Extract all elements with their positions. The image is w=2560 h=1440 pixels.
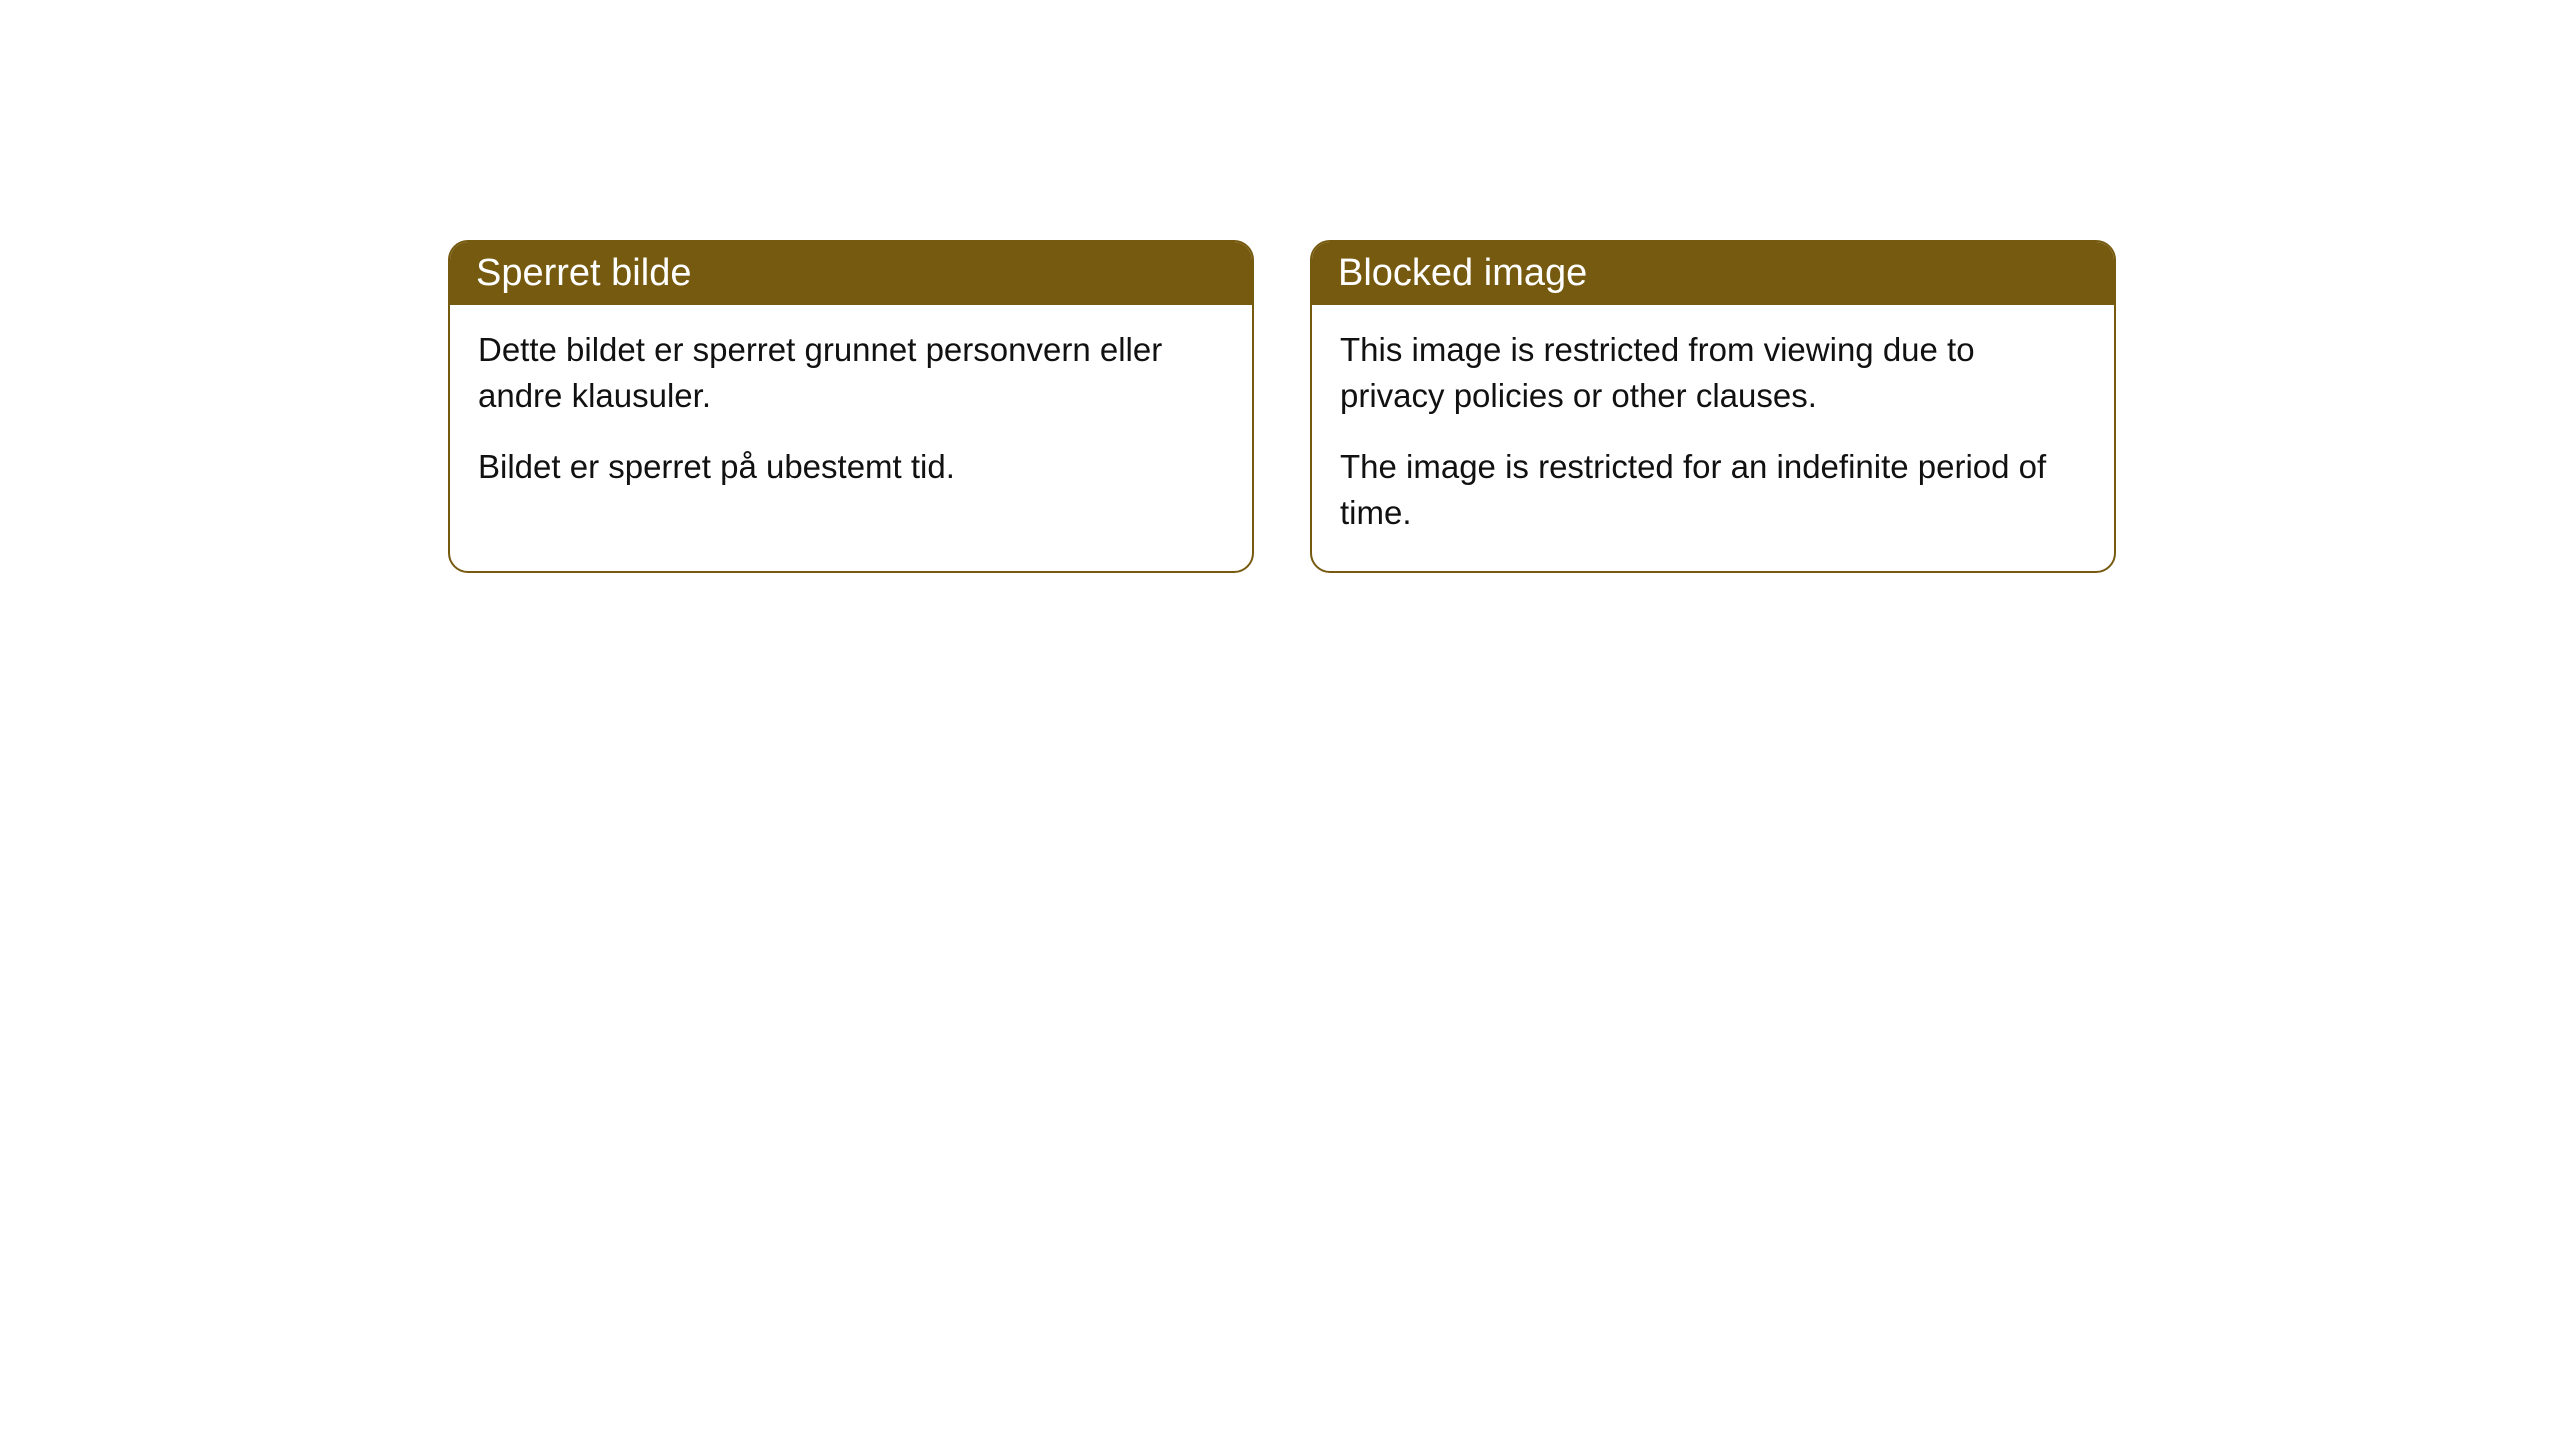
card-header: Sperret bilde (450, 242, 1252, 305)
card-body: This image is restricted from viewing du… (1312, 305, 2114, 571)
card-paragraph: Dette bildet er sperret grunnet personve… (478, 327, 1224, 418)
card-paragraph: The image is restricted for an indefinit… (1340, 444, 2086, 535)
card-body: Dette bildet er sperret grunnet personve… (450, 305, 1252, 526)
notice-card-norwegian: Sperret bilde Dette bildet er sperret gr… (448, 240, 1254, 573)
card-header: Blocked image (1312, 242, 2114, 305)
notice-card-english: Blocked image This image is restricted f… (1310, 240, 2116, 573)
card-paragraph: This image is restricted from viewing du… (1340, 327, 2086, 418)
notice-cards-container: Sperret bilde Dette bildet er sperret gr… (448, 240, 2116, 573)
card-paragraph: Bildet er sperret på ubestemt tid. (478, 444, 1224, 490)
